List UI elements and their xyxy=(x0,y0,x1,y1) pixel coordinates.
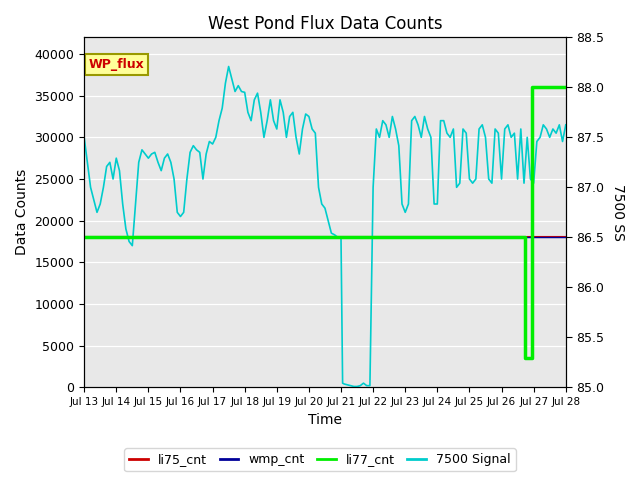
Title: West Pond Flux Data Counts: West Pond Flux Data Counts xyxy=(207,15,442,33)
Legend: li75_cnt, wmp_cnt, li77_cnt, 7500 Signal: li75_cnt, wmp_cnt, li77_cnt, 7500 Signal xyxy=(124,448,516,471)
X-axis label: Time: Time xyxy=(308,413,342,427)
Y-axis label: 7500 SS: 7500 SS xyxy=(611,184,625,241)
Text: WP_flux: WP_flux xyxy=(89,58,145,71)
Y-axis label: Data Counts: Data Counts xyxy=(15,169,29,255)
